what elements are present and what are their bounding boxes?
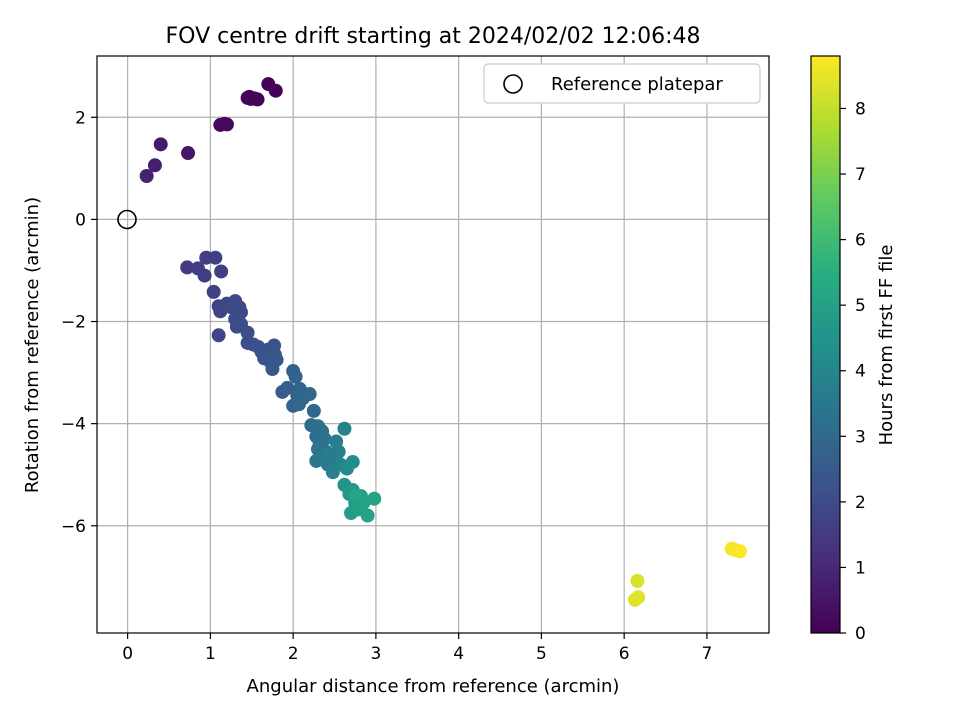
data-point: [280, 380, 295, 395]
colorbar-tick-label: 4: [855, 362, 866, 382]
y-axis-label: Rotation from reference (arcmin): [22, 197, 43, 493]
colorbar-tick-label: 6: [855, 231, 866, 251]
legend: Reference platepar: [483, 63, 761, 104]
legend-marker-icon: [503, 74, 523, 94]
colorbar-tick-label: 1: [855, 558, 866, 578]
data-point: [302, 387, 317, 402]
data-point: [242, 89, 257, 104]
data-point: [181, 146, 196, 161]
y-tick-label: −6: [61, 517, 86, 537]
colorbar-label: Hours from first FF file: [876, 245, 897, 446]
data-point: [240, 325, 255, 340]
colorbar-tick-label: 5: [855, 296, 866, 316]
data-point: [367, 491, 382, 506]
data-point: [265, 362, 280, 377]
data-point: [214, 264, 229, 279]
x-tick-label: 4: [453, 644, 464, 664]
grid: [97, 56, 769, 633]
data-point: [631, 590, 646, 605]
x-tick-label: 7: [702, 644, 713, 664]
x-axis-ticks: 0 1 2 3 4 5 6 7: [122, 633, 712, 664]
x-tick-label: 2: [288, 644, 299, 664]
data-point: [345, 454, 360, 469]
colorbar-tick-label: 8: [855, 99, 866, 119]
x-axis-label: Angular distance from reference (arcmin): [247, 676, 620, 697]
data-point: [288, 369, 303, 384]
reference-platepar-marker: [117, 209, 137, 230]
data-point: [139, 168, 154, 183]
colorbar: 0 1 2 3 4 5 6 7 8 Hours from first FF file: [810, 55, 897, 644]
colorbar-ticks: 0 1 2 3 4 5 6 7 8: [840, 99, 866, 644]
colorbar-tick-label: 2: [855, 493, 866, 513]
x-tick-label: 3: [370, 644, 381, 664]
colorbar-tick-label: 7: [855, 165, 866, 185]
data-point: [219, 117, 234, 132]
data-point: [211, 328, 226, 343]
legend-entry-reference: Reference platepar: [551, 74, 723, 95]
data-point: [306, 403, 321, 418]
y-tick-label: −2: [61, 313, 86, 333]
data-point: [208, 250, 223, 265]
data-point: [329, 434, 344, 449]
y-axis-ticks: −6 −4 −2 0 2: [61, 108, 97, 537]
plot-frame: [96, 55, 770, 634]
colorbar-tick-label: 3: [855, 427, 866, 447]
data-point: [291, 397, 306, 412]
data-point: [268, 83, 283, 98]
legend-box: [483, 63, 761, 104]
colorbar-gradient: [810, 55, 841, 634]
y-tick-label: 2: [75, 108, 86, 128]
data-points: [139, 77, 748, 607]
data-point: [630, 573, 645, 588]
data-point: [349, 488, 364, 503]
data-point: [147, 158, 162, 173]
data-point: [352, 499, 367, 514]
data-point: [733, 544, 748, 559]
y-tick-label: −4: [61, 415, 86, 435]
x-tick-label: 6: [619, 644, 630, 664]
data-point: [206, 284, 221, 299]
data-point: [153, 137, 168, 152]
data-point: [180, 260, 195, 275]
x-tick-label: 1: [205, 644, 216, 664]
x-tick-label: 0: [122, 644, 133, 664]
data-point: [197, 268, 212, 283]
data-point: [360, 508, 375, 523]
x-tick-label: 5: [536, 644, 547, 664]
data-point: [337, 421, 352, 436]
chart-title: FOV centre drift starting at 2024/02/02 …: [166, 24, 701, 49]
colorbar-tick-label: 0: [855, 624, 866, 644]
y-tick-label: 0: [75, 210, 86, 230]
data-point: [317, 431, 332, 446]
